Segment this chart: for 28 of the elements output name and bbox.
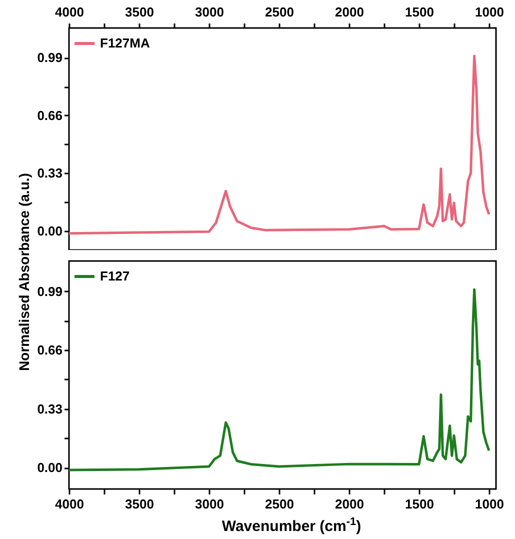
x-tick-label: 2000 (335, 4, 364, 20)
legend-label: F127 (100, 268, 130, 284)
y-tick-label: 0.00 (37, 460, 62, 476)
x-tick-label: 3500 (125, 496, 154, 512)
y-tick-label: 0.66 (37, 342, 62, 358)
y-tick-label: 0.66 (37, 108, 62, 123)
y-tick-label: 0.00 (37, 223, 62, 238)
x-tick-label: 2500 (265, 4, 294, 20)
y-tick-label: 0.99 (37, 284, 62, 299)
x-tick-label: 3000 (195, 496, 224, 512)
y-tick-label: 0.33 (37, 166, 62, 181)
x-tick-label: 1000 (475, 4, 504, 20)
y-tick-label: 0.99 (37, 50, 62, 66)
legend-label: F127MA (100, 36, 150, 50)
y-tick-label: 0.33 (37, 401, 62, 416)
line-series (69, 54, 490, 235)
x-tick-label: 1000 (475, 496, 504, 512)
y-axis-title: Normalised Absorbance (a.u.) (16, 173, 32, 371)
x-tick-label: 2000 (335, 496, 364, 512)
x-tick-label: 4000 (55, 496, 84, 512)
x-tick-label: 3500 (125, 4, 154, 20)
x-tick-label: 2500 (265, 496, 294, 512)
x-tick-label: 4000 (55, 4, 84, 20)
x-tick-label: 1500 (405, 496, 434, 512)
x-tick-label: 3000 (195, 4, 224, 20)
x-axis-title: Wavenumber (cm$^{-1}$) (220, 516, 362, 535)
x-tick-label: 1500 (405, 4, 434, 20)
line-series (69, 288, 490, 472)
